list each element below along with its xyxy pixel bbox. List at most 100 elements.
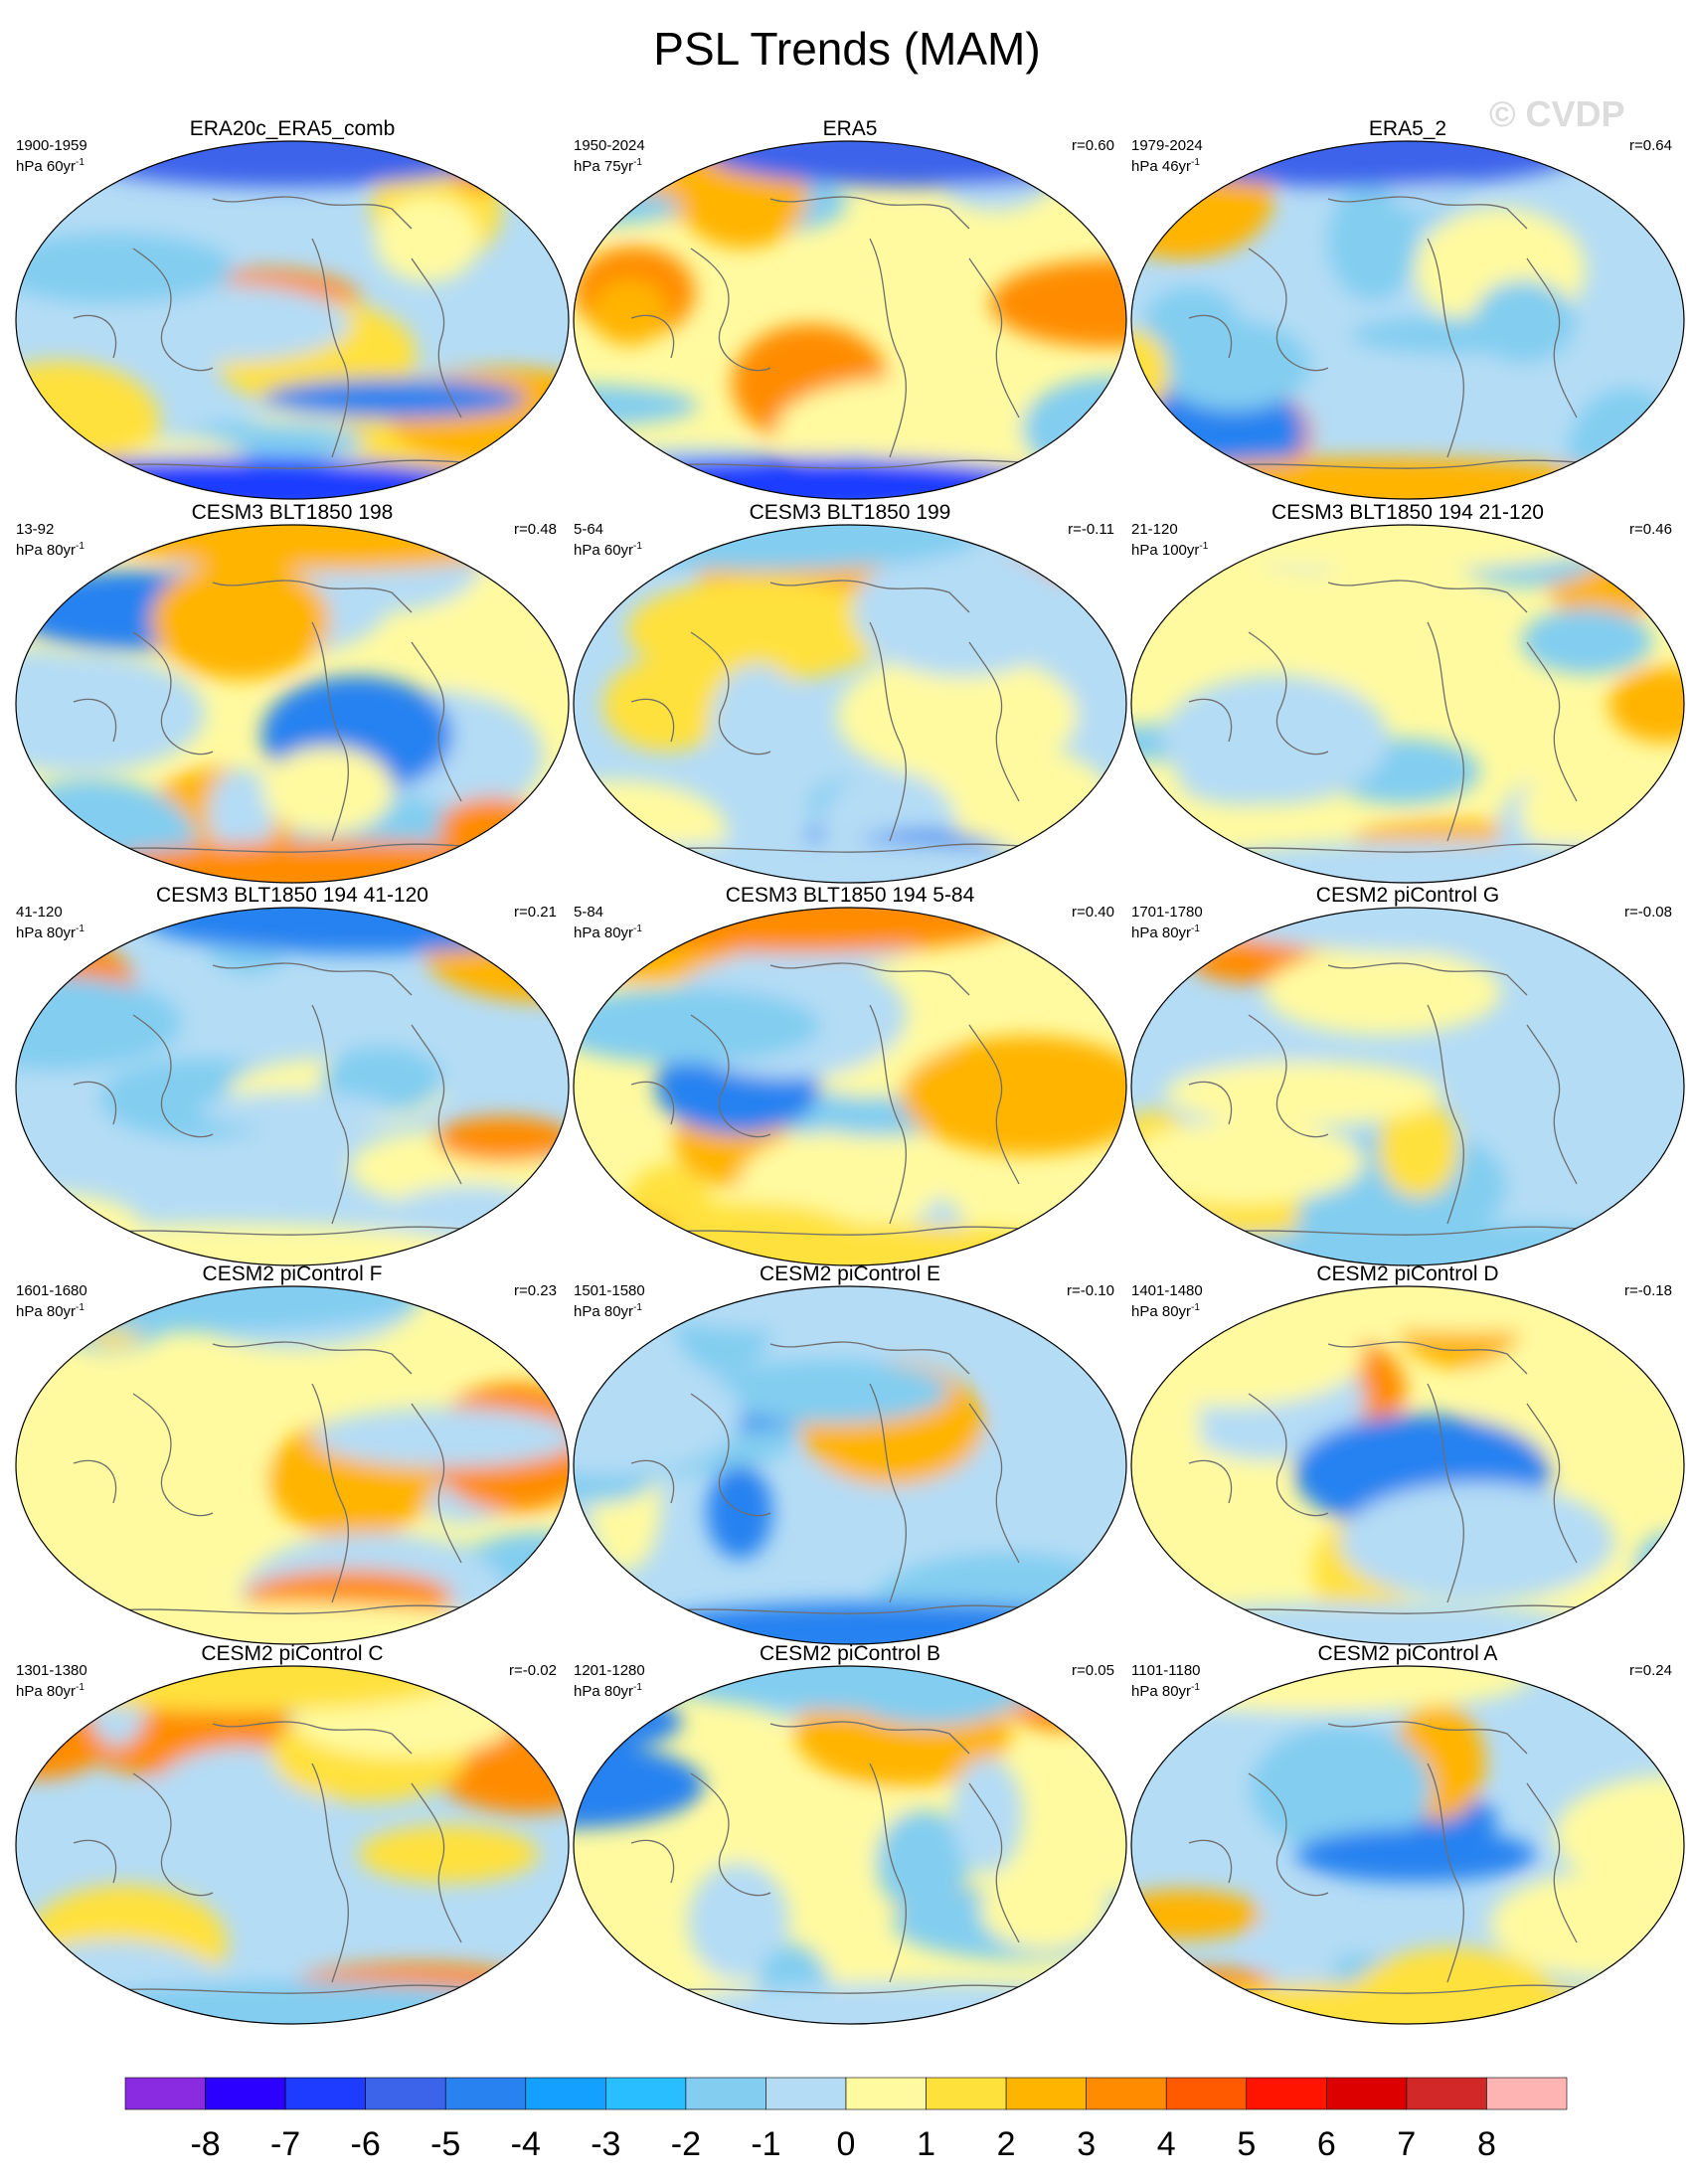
globe-map	[1130, 907, 1685, 1266]
field-blob	[151, 561, 330, 680]
field-blob	[710, 664, 805, 789]
field-blob	[1261, 1885, 1340, 2000]
field-blob	[262, 379, 525, 419]
units-exponent: -1	[633, 924, 642, 934]
map-panel: CESM3 BLT1850 194 21-120 21-120 hPa 100yr-…	[1129, 501, 1686, 889]
colorbar-box	[365, 2077, 446, 2110]
colorbar-label: 0	[837, 2125, 856, 2163]
coastline	[869, 1383, 907, 1603]
panel-correlation: r=0.48	[514, 521, 557, 538]
field-blob	[876, 1810, 969, 1914]
colorbar-label: -5	[430, 2125, 460, 2163]
arctic-band	[68, 141, 506, 187]
panel-correlation: r=0.21	[514, 904, 557, 921]
globe-map	[573, 907, 1127, 1266]
globe-map	[573, 140, 1127, 500]
colorbar-label: 1	[917, 2125, 935, 2163]
panel-title: CESM2 piControl A	[1317, 1642, 1498, 1665]
globe-map	[573, 524, 1127, 884]
coastline	[968, 1024, 1020, 1185]
panel-title: CESM3 BLT1850 199	[749, 501, 951, 524]
coastline	[311, 621, 349, 842]
panel-units: hPa 80yr	[16, 1683, 77, 1700]
colorbar-box	[765, 2077, 847, 2110]
panel-period: 1701-1780	[1131, 904, 1203, 921]
coastline	[212, 962, 413, 996]
colorbar-label: -8	[190, 2125, 220, 2163]
colorbar: -8 -7 -6 -5 -4 -3 -2 -1 0 1 2 3 4 5 6 7 8	[124, 2077, 1568, 2163]
coastline	[411, 1024, 462, 1185]
panel-units: hPa 80yr	[574, 1683, 634, 1700]
coastline	[1427, 621, 1464, 842]
colorbar-box	[205, 2077, 286, 2110]
globe-map	[573, 1285, 1127, 1645]
coastline	[690, 248, 771, 372]
panel-units: hPa 80yr	[1131, 924, 1192, 941]
globe-map	[1130, 140, 1685, 500]
coastline	[769, 196, 970, 230]
field-blob	[776, 378, 1045, 479]
field-blob	[262, 747, 394, 834]
arctic-band	[655, 1666, 1094, 1712]
units-exponent: -1	[1191, 1302, 1200, 1313]
colorbar-label: -6	[351, 2125, 381, 2163]
units-exponent: -1	[633, 1682, 642, 1693]
units-exponent: -1	[1191, 1682, 1200, 1693]
coastline	[1526, 1024, 1578, 1185]
coastline	[1327, 196, 1528, 230]
panel-period-units: 1401-1480 hPa 80yr-1	[1131, 1282, 1203, 1320]
coastline	[1327, 962, 1528, 996]
field-blob	[951, 1758, 1023, 1873]
coastline	[1427, 1004, 1464, 1225]
panel-units: hPa 80yr	[16, 542, 77, 559]
panel-period: 41-120	[16, 904, 63, 921]
coastline	[311, 238, 349, 458]
coastline	[869, 238, 907, 458]
coastline	[1248, 631, 1329, 756]
globe-outline	[1130, 1665, 1685, 2025]
field-blob	[1473, 280, 1575, 362]
field-blob	[574, 1743, 704, 1828]
colorbar-label: 8	[1477, 2125, 1496, 2163]
colorbar-label: 4	[1157, 2125, 1176, 2163]
field-blob	[1165, 1062, 1441, 1125]
units-exponent: -1	[1199, 541, 1209, 552]
field-blob	[1131, 1666, 1262, 1701]
field-blob	[1131, 1120, 1364, 1204]
panel-units: hPa 80yr	[574, 924, 634, 941]
colorbar-box	[124, 2077, 206, 2110]
map-panel: ERA20c_ERA5_comb 1900-1959 hPa 60yr-1	[14, 117, 571, 505]
field-blob	[358, 1825, 539, 1883]
field-blob	[1135, 908, 1247, 950]
units-exponent: -1	[1191, 924, 1200, 934]
panel-title: CESM3 BLT1850 194 21-120	[1271, 501, 1544, 524]
globe-outline	[15, 907, 570, 1266]
coastline	[1526, 257, 1578, 419]
field-blob	[1378, 1100, 1459, 1198]
colorbar-label: 7	[1397, 2125, 1416, 2163]
field-blob	[626, 579, 891, 682]
arctic-band	[1179, 525, 1617, 571]
field-blob	[1521, 608, 1652, 674]
coastline	[1248, 1772, 1329, 1897]
colorbar-label: 2	[997, 2125, 1016, 2163]
globe-map	[1130, 524, 1685, 884]
field-blob	[1131, 525, 1221, 572]
panel-period: 1979-2024	[1131, 137, 1203, 154]
coastline	[630, 1459, 675, 1504]
globe-outline	[15, 1285, 570, 1645]
coastline	[690, 1393, 771, 1517]
map-panel: ERA5 1950-2024 hPa 75yr-1 r=0.60	[572, 117, 1128, 505]
colorbar-box	[525, 2077, 606, 2110]
units-exponent: -1	[633, 1302, 642, 1313]
coastline	[132, 248, 214, 372]
panel-period: 21-120	[1131, 521, 1178, 538]
coastline	[1526, 641, 1578, 802]
panel-correlation: r=0.46	[1629, 521, 1672, 538]
units-exponent: -1	[76, 157, 85, 168]
colorbar-label: 6	[1317, 2125, 1336, 2163]
map-panel: CESM2 piControl B 1201-1280 hPa 80yr-1 r=0.…	[572, 1642, 1128, 2030]
panel-title: CESM3 BLT1850 194 5-84	[725, 884, 975, 907]
panel-correlation: r=0.64	[1629, 137, 1672, 154]
coastline	[690, 631, 771, 756]
